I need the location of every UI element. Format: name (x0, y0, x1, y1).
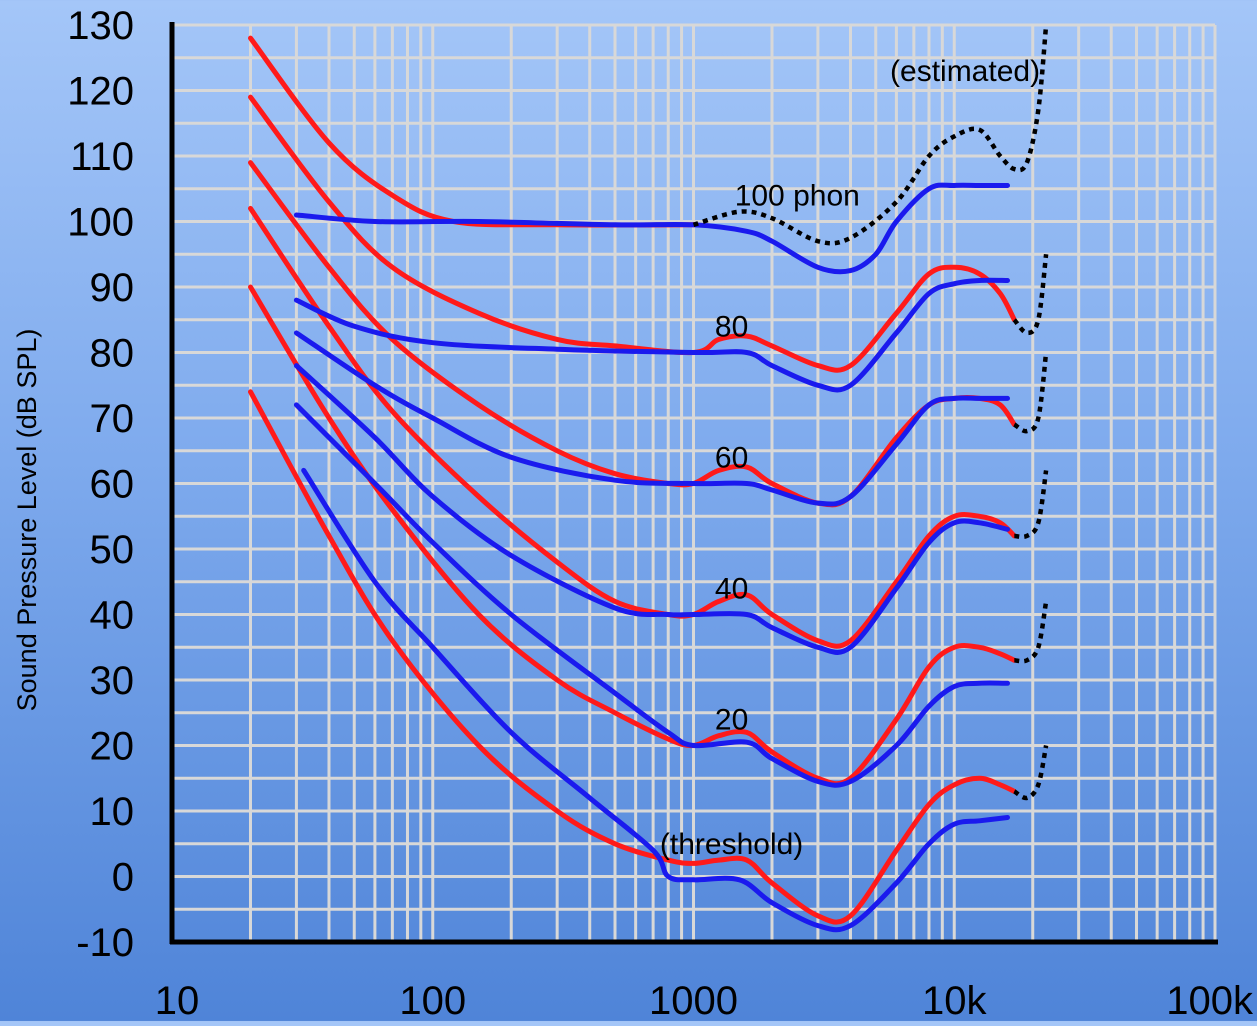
y-tick-label: 60 (90, 463, 135, 507)
y-tick-label: 90 (90, 266, 135, 310)
grid (172, 23, 1217, 942)
curve-annotation: 60 (715, 441, 748, 474)
y-tick-label: 70 (90, 397, 135, 441)
x-tick-label: 1000 (649, 979, 738, 1021)
x-tick-label: 100k (1166, 979, 1254, 1021)
estimated-series-line (1014, 601, 1049, 664)
y-tick-label: 40 (90, 594, 135, 638)
red-series-line (248, 94, 1017, 373)
x-tick-label: 10 (155, 979, 200, 1021)
y-tick-label: 20 (90, 725, 135, 769)
blue-series-line (293, 402, 1010, 788)
curve-annotation: 20 (715, 703, 748, 736)
labels: -10 0 10 20 30 40 50 60 70 80 90 100 110 120 130 10 100 1… (67, 4, 1254, 1023)
blue-series-line (293, 277, 1010, 393)
y-tick-label: 0 (112, 856, 134, 900)
estimated-series-line (1013, 745, 1049, 801)
x-tick-label: 100 (399, 979, 466, 1021)
estimated-series-line (692, 24, 1049, 246)
x-tick-label: 10k (922, 979, 987, 1021)
series-lines (248, 24, 1049, 933)
y-tick-label: -10 (76, 921, 134, 965)
red-series-line (248, 35, 696, 228)
red-series-line (248, 284, 1017, 787)
y-tick-label: 80 (90, 332, 135, 376)
y-tick-label: 30 (90, 659, 135, 703)
y-axis-label: Sound Pressure Level (dB SPL) (12, 329, 42, 712)
blue-series-line (293, 330, 1010, 507)
red-series-line (248, 205, 1017, 649)
y-tick-label: 100 (67, 201, 134, 245)
axes (169, 22, 1218, 945)
estimated-series-line (1013, 352, 1049, 434)
curve-annotation: 80 (715, 310, 748, 343)
red-series-line (248, 389, 1017, 925)
y-tick-label: 130 (67, 4, 134, 48)
estimated-series-line (1012, 254, 1049, 336)
curve-annotation: (threshold) (660, 828, 803, 861)
curve-annotation: 100 phon (735, 179, 860, 212)
blue-series-line (301, 467, 1010, 933)
blue-series-line (293, 363, 1010, 655)
blue-series-line (293, 182, 1010, 275)
y-tick-label: 10 (90, 790, 135, 834)
y-tick-label: 110 (70, 135, 134, 179)
y-tick-label: 50 (90, 528, 135, 572)
curve-annotation: 40 (715, 572, 748, 605)
y-tick-label: 120 (67, 70, 134, 114)
curve-annotation: (estimated) (890, 55, 1040, 88)
estimated-series-line (1014, 470, 1049, 540)
